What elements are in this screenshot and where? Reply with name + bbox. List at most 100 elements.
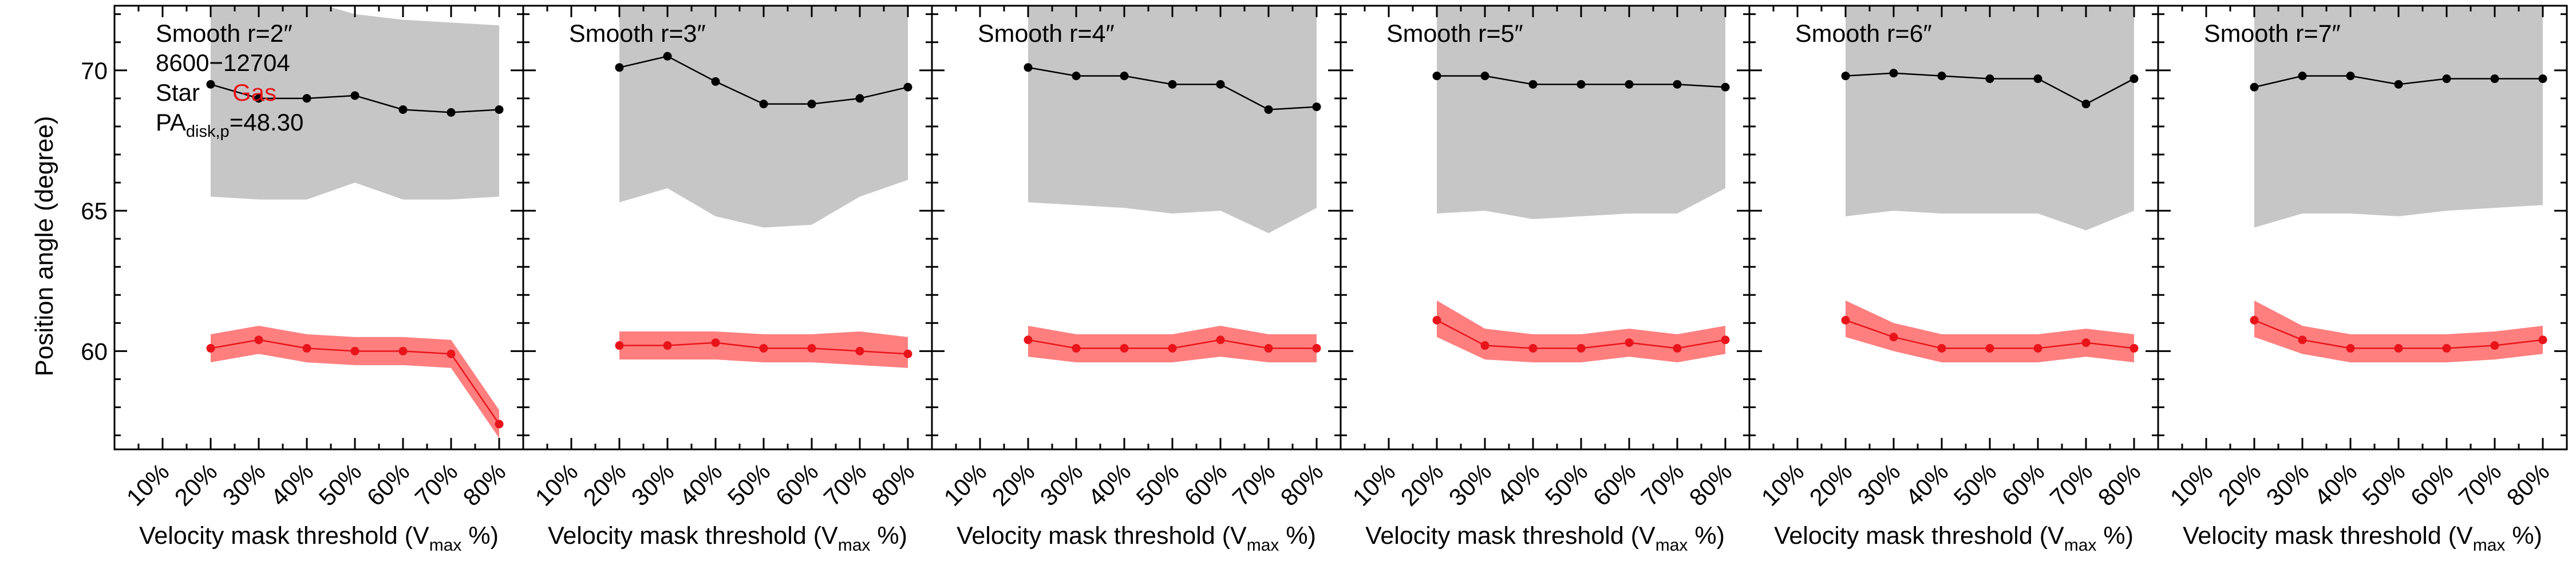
x-axis-label-end: %) xyxy=(2505,522,2542,550)
x-tick-label: 40% xyxy=(1492,458,1545,511)
galaxy-id: 8600−12704 xyxy=(156,49,290,76)
gas-point xyxy=(495,420,504,429)
y-tick-label: 70 xyxy=(81,57,108,84)
panel-5: 10%20%30%40%50%60%70%80% Smooth r=6″ Veloc… xyxy=(1748,5,2159,555)
gas-point xyxy=(1168,343,1177,353)
pa-subscript: disk,p xyxy=(186,123,230,141)
gas-uncertainty-band xyxy=(1846,301,2134,362)
gas-point xyxy=(2298,335,2307,345)
gas-point xyxy=(254,335,263,345)
star-point xyxy=(2298,72,2307,81)
star-point xyxy=(1577,80,1586,89)
gas-uncertainty-band xyxy=(2254,301,2543,362)
x-tick-label: 40% xyxy=(1083,458,1136,511)
star-point xyxy=(398,105,408,114)
x-tick-label: 20% xyxy=(169,458,223,511)
y-tick-label: 65 xyxy=(81,197,108,224)
gas-uncertainty-band xyxy=(1437,301,1725,362)
x-axis-label-sub: max xyxy=(2473,536,2506,555)
x-tick-label: 40% xyxy=(2309,458,2362,511)
star-point xyxy=(1168,80,1177,89)
x-tick-label: 80% xyxy=(867,458,920,511)
gas-point xyxy=(1216,335,1225,345)
x-axis-label: Velocity mask threshold (Vmax %) xyxy=(1774,522,2134,555)
gas-point xyxy=(711,338,720,347)
star-point xyxy=(206,80,215,89)
gas-point xyxy=(615,341,624,350)
gas-point xyxy=(2538,335,2547,345)
x-axis-label-main: Velocity mask threshold (V xyxy=(548,522,838,550)
gas-point xyxy=(302,343,311,353)
x-tick-label: 80% xyxy=(2502,458,2555,511)
star-point xyxy=(807,100,816,109)
gas-point xyxy=(2033,343,2042,353)
x-tick-label: 50% xyxy=(1540,458,1593,511)
panel-title: Smooth r=4″ xyxy=(978,20,1115,48)
star-point xyxy=(495,105,504,114)
star-uncertainty-band xyxy=(2254,6,2543,228)
x-tick-label: 30% xyxy=(1035,458,1088,511)
gas-point xyxy=(2490,341,2499,350)
x-tick-label: 20% xyxy=(578,458,631,511)
star-point xyxy=(1480,72,1490,81)
gas-point xyxy=(759,343,768,353)
x-axis-label-sub: max xyxy=(429,536,462,555)
star-point xyxy=(1889,69,1898,78)
panel-title: Smooth r=6″ xyxy=(1795,20,1932,48)
x-axis-label: Velocity mask threshold (Vmax %) xyxy=(957,522,1316,555)
star-point xyxy=(759,100,768,109)
star-point xyxy=(1120,72,1129,81)
gas-point xyxy=(1577,343,1586,353)
x-tick-label: 60% xyxy=(1588,458,1641,511)
x-tick-label: 10% xyxy=(1348,458,1401,511)
x-axis-label-end: %) xyxy=(1279,522,1316,550)
gas-point xyxy=(1120,343,1129,353)
x-tick-label: 60% xyxy=(1179,458,1232,511)
gas-point xyxy=(447,349,456,358)
star-point xyxy=(1264,105,1273,114)
panel-title: Smooth r=2″ xyxy=(156,20,293,48)
gas-point xyxy=(1889,333,1898,342)
x-axis-label-main: Velocity mask threshold (V xyxy=(1774,522,2064,550)
gas-point xyxy=(1937,343,1946,353)
x-tick-label: 30% xyxy=(1852,458,1906,511)
legend-gas: Gas xyxy=(232,79,276,106)
gas-point xyxy=(2250,315,2259,325)
star-point xyxy=(2346,72,2355,81)
gas-point xyxy=(855,346,864,355)
gas-point xyxy=(1985,343,1994,353)
x-tick-label: 80% xyxy=(1275,458,1329,511)
panel-1: 10%20%30%40%50%60%70%80% 60 65 70 Smooth r=2… xyxy=(81,5,524,555)
star-point xyxy=(1072,72,1081,81)
x-axis-label: Velocity mask threshold (Vmax %) xyxy=(2183,522,2542,555)
x-axis-label-sub: max xyxy=(2064,536,2097,555)
star-point xyxy=(2490,74,2499,84)
x-tick-label: 70% xyxy=(2453,458,2507,511)
gas-point xyxy=(807,343,816,353)
gas-point xyxy=(1024,335,1033,345)
gas-uncertainty-band xyxy=(211,326,499,438)
star-point xyxy=(447,108,456,117)
x-tick-label: 70% xyxy=(1227,458,1281,511)
x-tick-label: 60% xyxy=(2405,458,2459,511)
x-tick-label: 20% xyxy=(2213,458,2266,511)
star-point xyxy=(1432,72,1441,81)
x-tick-label: 50% xyxy=(1131,458,1184,511)
panel-title: Smooth r=7″ xyxy=(2204,20,2341,48)
gas-point xyxy=(350,346,359,355)
star-point xyxy=(1673,80,1682,89)
plot-area xyxy=(206,6,504,438)
x-tick-label: 70% xyxy=(819,458,872,511)
gas-point xyxy=(663,341,672,350)
gas-point xyxy=(1625,338,1634,347)
star-point xyxy=(615,63,624,72)
x-tick-label: 60% xyxy=(1997,458,2050,511)
star-point xyxy=(1721,82,1730,92)
legend-star: Star xyxy=(156,79,200,106)
plot-area xyxy=(1432,6,1730,362)
x-axis-label-sub: max xyxy=(1656,536,1688,555)
x-tick-label: 70% xyxy=(410,458,463,511)
x-tick-label: 10% xyxy=(939,458,992,511)
star-uncertainty-band xyxy=(1846,6,2134,231)
panel-3: 10%20%30%40%50%60%70%80% Smooth r=4″ Veloc… xyxy=(931,5,1342,555)
